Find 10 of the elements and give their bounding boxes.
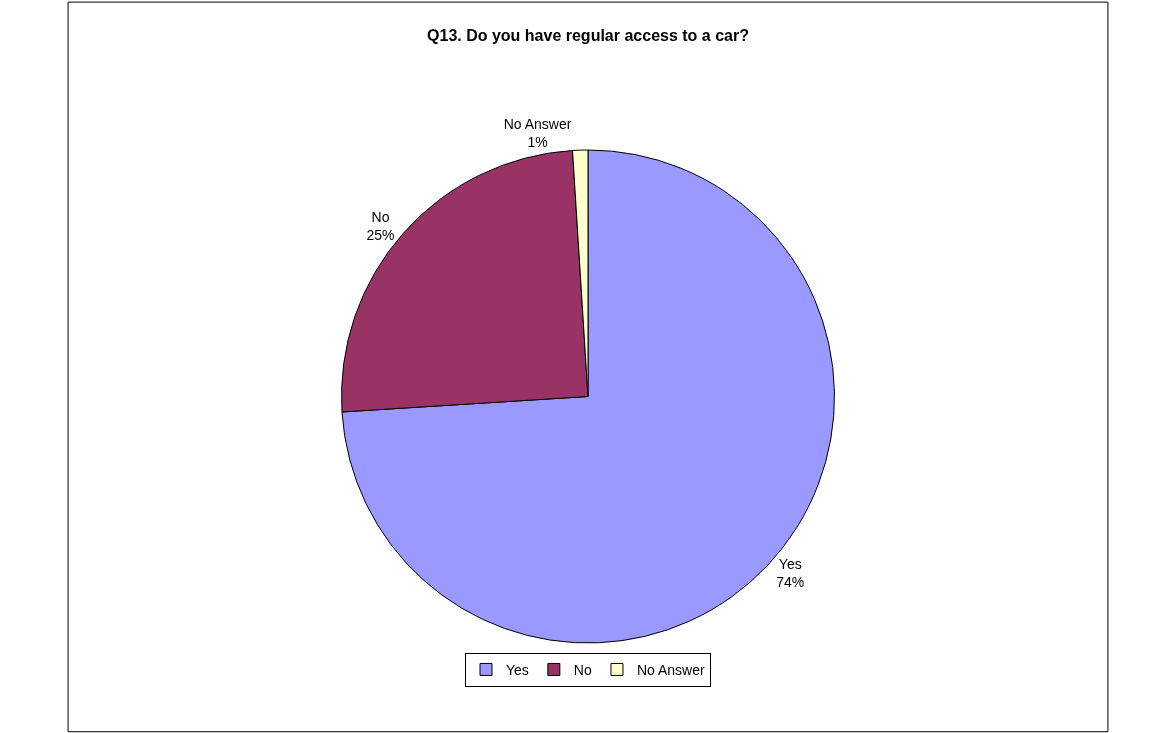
slice-label: Yes bbox=[778, 556, 802, 573]
slice-label: No bbox=[371, 208, 390, 225]
legend-label: No bbox=[573, 661, 592, 678]
slice-label: No Answer bbox=[503, 115, 572, 132]
legend-label: No Answer bbox=[636, 661, 705, 678]
data-label: 1% bbox=[527, 134, 548, 151]
data-label: 74% bbox=[776, 574, 805, 591]
data-label: 25% bbox=[366, 227, 395, 244]
chart-title: Q13. Do you have regular access to a car? bbox=[427, 26, 749, 44]
legend-label: Yes bbox=[506, 661, 529, 678]
